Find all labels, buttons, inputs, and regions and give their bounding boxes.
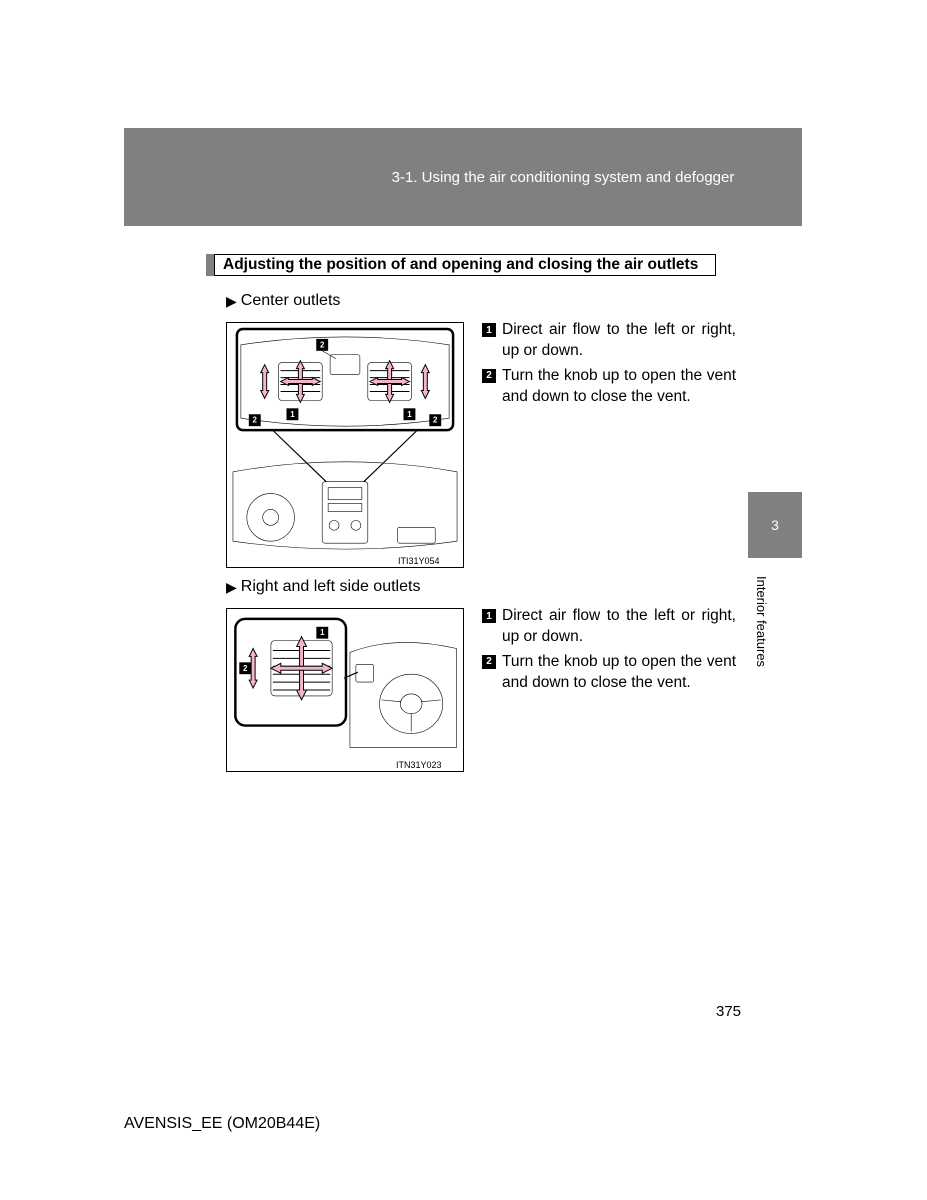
steps-center-outlets: 1 Direct air flow to the left or right, … [482,320,736,412]
step-number-box: 1 [482,609,496,623]
triangle-icon: ▶ [226,293,237,310]
step-text: Turn the knob up to open the vent and do… [502,366,736,408]
step-number-box: 1 [482,323,496,337]
section-title-text: Adjusting the position of and opening an… [214,254,716,276]
figure-code-2: ITN31Y023 [396,760,442,770]
steps-side-outlets: 1 Direct air flow to the left or right, … [482,606,736,698]
step-text: Direct air flow to the left or right, up… [502,320,736,362]
figure-side-outlets: 1 2 [226,608,464,772]
svg-text:1: 1 [290,410,295,419]
step-item: 2 Turn the knob up to open the vent and … [482,366,736,408]
section-accent [206,254,214,276]
chapter-label: Interior features [754,576,769,667]
section-title: Adjusting the position of and opening an… [206,254,716,276]
document-footer: AVENSIS_EE (OM20B44E) [124,1115,320,1133]
triangle-icon: ▶ [226,579,237,596]
step-number-box: 2 [482,369,496,383]
subheading-text: Center outlets [241,292,341,310]
step-text: Direct air flow to the left or right, up… [502,606,736,648]
svg-text:1: 1 [407,410,412,419]
svg-text:2: 2 [253,416,258,425]
callout-2: 2 [320,340,325,349]
svg-text:2: 2 [433,416,438,425]
step-item: 1 Direct air flow to the left or right, … [482,606,736,648]
subheading-text: Right and left side outlets [241,578,421,596]
svg-text:2: 2 [243,664,248,673]
step-item: 1 Direct air flow to the left or right, … [482,320,736,362]
figure-center-outlets: 2 1 2 1 2 [226,322,464,568]
svg-text:1: 1 [320,628,325,637]
step-number-box: 2 [482,655,496,669]
subheading-center-outlets: ▶ Center outlets [226,292,340,310]
chapter-header-bar: 3-1. Using the air conditioning system a… [124,128,802,226]
subheading-side-outlets: ▶ Right and left side outlets [226,578,420,596]
page-number: 375 [716,1003,741,1020]
figure-code-1: ITI31Y054 [398,556,440,566]
chapter-number: 3 [771,517,779,533]
step-text: Turn the knob up to open the vent and do… [502,652,736,694]
chapter-breadcrumb: 3-1. Using the air conditioning system a… [392,169,735,186]
chapter-tab: 3 [748,492,802,558]
step-item: 2 Turn the knob up to open the vent and … [482,652,736,694]
